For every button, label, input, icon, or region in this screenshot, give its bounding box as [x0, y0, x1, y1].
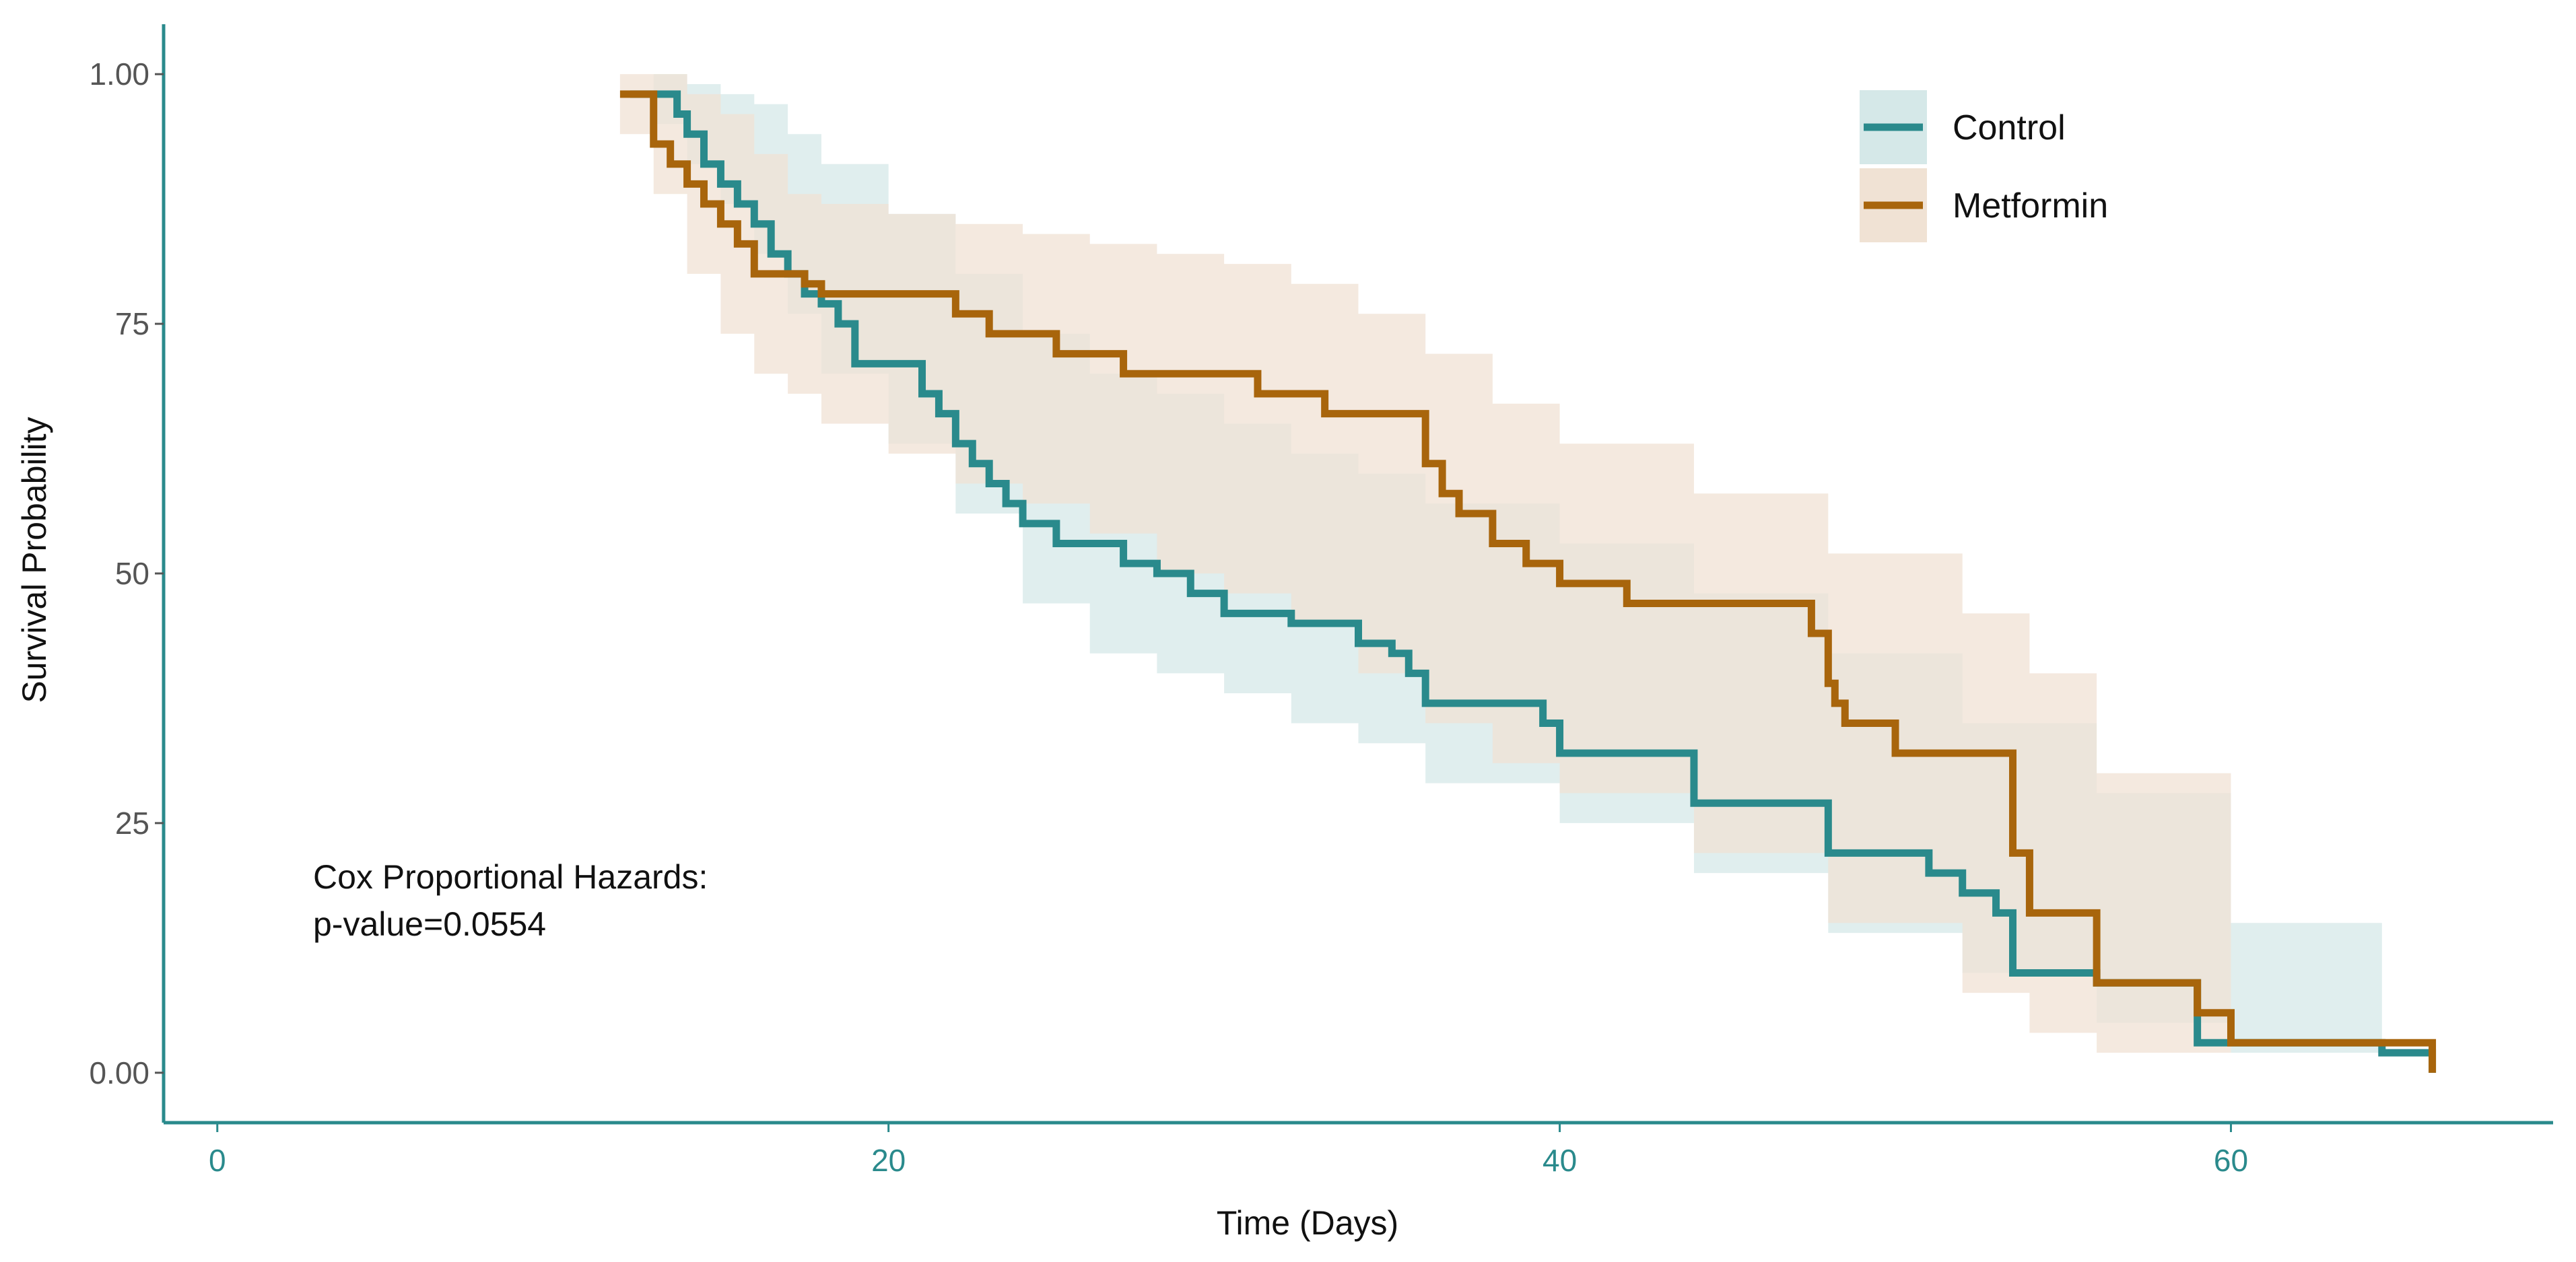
metformin-survival-curve	[619, 90, 2437, 1073]
cox-annotation-line1: Cox Proportional Hazards:	[313, 858, 708, 896]
y-tick-label: 1.00	[89, 57, 149, 92]
legend-control-label: Control	[1953, 108, 2066, 147]
y-tick-label: 0.00	[89, 1055, 149, 1090]
legend-metformin-label: Metformin	[1953, 186, 2108, 225]
x-axis-ticks: 0 20 40 60	[209, 1123, 2248, 1178]
control-survival-curve	[630, 90, 2437, 1073]
legend: Control Metformin	[1860, 90, 2108, 242]
y-axis-ticks: 0.00 25 50 75 1.00	[89, 57, 164, 1090]
survival-curves	[619, 90, 2437, 1073]
x-tick-label: 20	[871, 1143, 906, 1178]
x-tick-label: 0	[209, 1143, 226, 1178]
y-tick-label: 75	[115, 306, 149, 341]
confidence-bands	[619, 74, 2382, 1073]
x-tick-label: 60	[2214, 1143, 2248, 1178]
x-tick-label: 40	[1543, 1143, 1577, 1178]
y-tick-label: 25	[115, 806, 149, 841]
cox-annotation-line2: p-value=0.0554	[313, 905, 546, 943]
y-tick-label: 50	[115, 556, 149, 591]
y-axis-label: Survival Probability	[15, 417, 53, 703]
x-axis-label: Time (Days)	[1217, 1204, 1398, 1242]
